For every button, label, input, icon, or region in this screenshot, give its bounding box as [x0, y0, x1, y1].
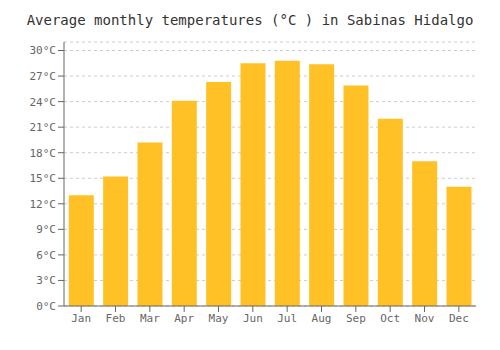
svg-text:3°C: 3°C [36, 274, 56, 287]
svg-text:27°C: 27°C [30, 70, 57, 83]
svg-text:Oct: Oct [380, 312, 400, 325]
svg-text:May: May [209, 312, 229, 325]
svg-text:0°C: 0°C [36, 300, 56, 313]
svg-text:Jul: Jul [277, 312, 297, 325]
svg-text:21°C: 21°C [30, 121, 57, 134]
svg-text:15°C: 15°C [30, 172, 57, 185]
svg-text:Apr: Apr [174, 312, 194, 325]
svg-text:Jun: Jun [243, 312, 263, 325]
svg-text:Aug: Aug [312, 312, 332, 325]
svg-text:18°C: 18°C [30, 147, 57, 160]
svg-text:9°C: 9°C [36, 223, 56, 236]
svg-text:Dec: Dec [449, 312, 469, 325]
svg-text:12°C: 12°C [30, 198, 57, 211]
svg-text:6°C: 6°C [36, 249, 56, 262]
html-text:Average monthly temperatures (: Average monthly temperatures (°C ) in Sa… [26, 12, 474, 28]
svg-text:24°C: 24°C [30, 96, 57, 109]
svg-text:30°C: 30°C [30, 44, 57, 57]
svg-text:Mar: Mar [140, 312, 160, 325]
svg-text:Nov: Nov [415, 312, 435, 325]
svg-text:Feb: Feb [106, 312, 126, 325]
svg-text:Jan: Jan [71, 312, 91, 325]
svg-text:Sep: Sep [346, 312, 366, 325]
